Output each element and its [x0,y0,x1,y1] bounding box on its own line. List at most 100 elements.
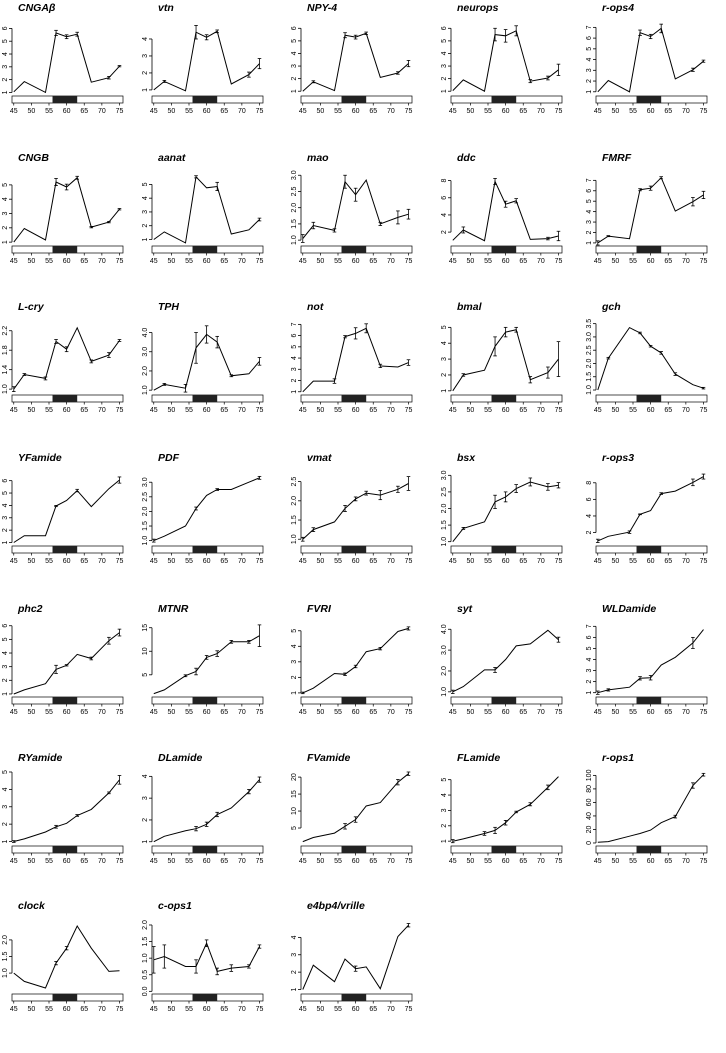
x-tick-label: 55 [484,258,492,265]
x-tick-label: 45 [594,108,602,115]
series-line [13,632,120,695]
x-tick-label: 75 [256,108,264,115]
panel-16: PDF 1.0 1.5 2.0 2.5 3.0 45 50 55 60 65 70 75 [142,452,263,565]
x-tick-label: 55 [185,407,193,414]
panel-21: MTNR 5 10 15 45 50 55 60 65 70 75 [142,603,263,716]
x-tick-label: 45 [594,709,602,716]
dark-period-bar [52,246,78,253]
x-tick-label: 55 [185,558,193,565]
x-tick-label: 55 [484,407,492,414]
x-tick-label: 60 [502,709,510,716]
panel-title: clock [18,900,46,912]
y-tick-label: 4 [441,213,448,217]
x-tick-label: 50 [611,108,619,115]
y-tick-label: 3.0 [441,470,448,480]
x-tick-label: 55 [629,407,637,414]
x-tick-label: 50 [167,258,175,265]
x-tick-label: 45 [449,558,457,565]
x-tick-label: 70 [387,858,395,865]
x-tick-label: 55 [484,709,492,716]
y-tick-label: 2 [291,77,298,81]
panel-title: TPH [158,301,179,313]
y-tick-label: 5 [586,199,593,203]
x-tick-label: 70 [238,108,246,115]
y-tick-label: 2.5 [291,186,298,196]
y-tick-label: 3.0 [142,347,149,357]
y-tick-label: 4 [586,58,593,62]
y-tick-label: 7 [586,624,593,628]
x-tick-label: 60 [63,407,71,414]
y-tick-label: 6 [586,189,593,193]
y-tick-label: 5 [2,770,9,774]
x-tick-label: 45 [10,1006,18,1013]
x-tick-label: 50 [27,108,35,115]
y-tick-label: 3.0 [291,170,298,180]
x-tick-label: 70 [387,558,395,565]
y-tick-label: 10 [291,807,298,815]
x-tick-label: 55 [484,558,492,565]
panel-title: FVamide [307,752,351,764]
x-tick-label: 65 [220,709,228,716]
y-tick-label: 1.5 [142,521,149,531]
x-tick-label: 50 [167,407,175,414]
panel-title: CNGB [18,152,49,164]
y-tick-label: 5 [2,637,9,641]
x-tick-label: 55 [45,258,53,265]
x-tick-label: 70 [98,709,106,716]
y-tick-label: 20 [586,825,593,833]
x-tick-label: 55 [334,858,342,865]
y-tick-label: 2 [441,77,448,81]
panel-title: r-ops1 [602,752,634,764]
x-tick-label: 75 [555,258,563,265]
panel-27: FVamide 5 10 15 20 45 50 55 60 65 70 75 [291,752,412,865]
y-tick-label: 7 [586,25,593,29]
y-tick-label: 3 [586,68,593,72]
x-tick-label: 55 [629,258,637,265]
y-tick-label: 1 [586,90,593,94]
x-tick-label: 75 [405,858,413,865]
x-tick-label: 50 [167,709,175,716]
y-tick-label: 1 [586,241,593,245]
y-tick-label: 3.0 [586,332,593,342]
x-tick-label: 45 [150,858,158,865]
series-line [597,629,704,694]
x-tick-label: 45 [10,407,18,414]
dark-period-bar [491,96,517,103]
y-tick-label: 1.0 [291,534,298,544]
y-tick-label: 2 [2,528,9,532]
y-tick-label: 1 [142,840,149,844]
y-tick-label: 3 [142,796,149,800]
y-tick-label: 0.5 [142,970,149,980]
x-tick-label: 65 [220,558,228,565]
y-tick-label: 3 [2,65,9,69]
x-tick-label: 75 [700,558,708,565]
y-tick-label: 2 [441,230,448,234]
y-tick-label: 2 [2,678,9,682]
series-line [13,326,120,390]
x-tick-label: 55 [185,858,193,865]
x-tick-label: 60 [647,407,655,414]
y-tick-label: 6 [586,635,593,639]
y-tick-label: 2 [441,824,448,828]
x-tick-label: 75 [405,709,413,716]
y-tick-label: 2.5 [291,477,298,487]
y-tick-label: 4 [291,644,298,648]
x-tick-label: 70 [537,407,545,414]
x-tick-label: 60 [203,858,211,865]
y-tick-label: 1 [2,839,9,843]
x-tick-label: 60 [203,108,211,115]
x-tick-label: 60 [352,858,360,865]
y-tick-label: 1.5 [291,219,298,229]
dark-period-bar [192,395,218,402]
y-tick-label: 3 [2,516,9,520]
y-tick-label: 1.0 [291,235,298,245]
x-tick-label: 60 [63,858,71,865]
y-tick-label: 3 [586,220,593,224]
panel-title: neurops [457,2,499,14]
panel-title: mao [307,152,329,164]
y-tick-label: 5 [2,183,9,187]
